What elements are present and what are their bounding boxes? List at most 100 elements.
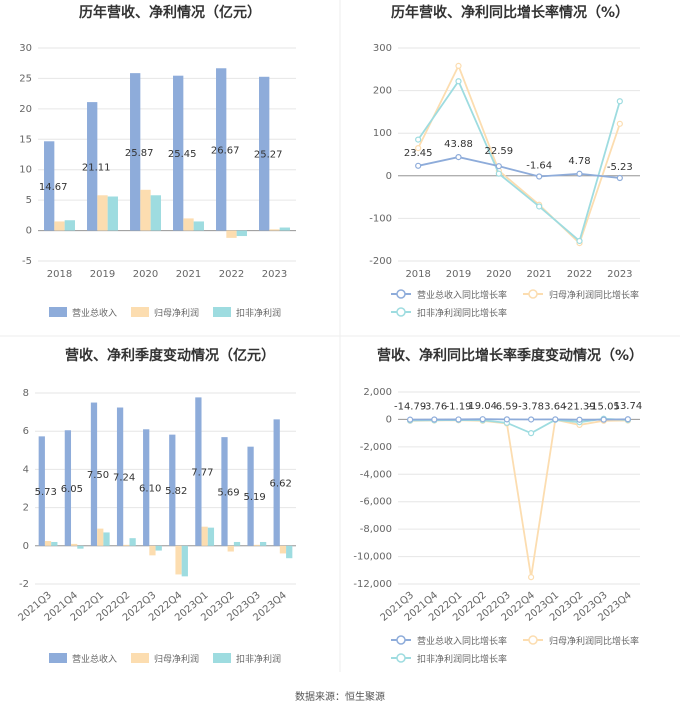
- data-point: [455, 78, 462, 85]
- bar: [107, 196, 118, 231]
- bar: [236, 230, 247, 237]
- bar: [226, 230, 237, 238]
- legend-marker: [528, 289, 538, 299]
- data-point: [415, 145, 422, 152]
- legend-label: 营业总收入: [72, 653, 117, 665]
- legend-marker: [396, 653, 406, 663]
- x-tick-label: 2021: [176, 269, 201, 280]
- x-tick-label: 2018: [47, 269, 72, 280]
- data-point: [455, 154, 462, 161]
- x-tick-label: 2020: [133, 269, 158, 280]
- data-point: [415, 162, 422, 169]
- bar: [38, 436, 45, 546]
- legend-swatch: [49, 307, 67, 317]
- legend-swatch: [213, 307, 231, 317]
- bar: [181, 545, 188, 577]
- bar-value-label: 14.67: [39, 182, 68, 193]
- y-tick-label: 200: [373, 86, 392, 97]
- line-value-label: -14.79: [394, 402, 426, 413]
- line-value-label: -3.78: [518, 401, 544, 412]
- data-point: [600, 416, 607, 423]
- bar: [195, 397, 202, 546]
- bar-value-label: 6.05: [61, 484, 83, 495]
- legend-marker: [396, 289, 406, 299]
- bar: [103, 532, 110, 546]
- bar: [169, 434, 176, 546]
- bar: [90, 402, 98, 546]
- series-line: [417, 156, 620, 179]
- y-tick-label: 30: [19, 43, 32, 54]
- bar: [97, 528, 104, 546]
- y-tick-label: 0: [386, 414, 392, 425]
- y-tick-label: 100: [373, 128, 392, 139]
- bar: [216, 68, 227, 231]
- annual-revenue-profit-chart: 历年营收、净利情况（亿元） -5 0 5 10 15 20 25 30 2018 2019 2020…: [19, 4, 296, 319]
- bar-value-label: 7.77: [191, 468, 213, 479]
- bar: [173, 75, 184, 231]
- bar: [130, 73, 141, 231]
- y-tick-label: -12,000: [353, 579, 392, 590]
- data-point: [624, 416, 632, 423]
- line-value-label: 6.59: [496, 401, 518, 412]
- bar-value-label: 5.82: [165, 486, 187, 497]
- bar: [286, 545, 293, 559]
- y-tick-label: 0: [26, 226, 32, 237]
- bar: [64, 430, 72, 546]
- bar-value-label: 7.50: [87, 470, 109, 481]
- chart-title: 营收、净利同比增长率季度变动情况（%）: [377, 347, 643, 364]
- line-value-label: -1.19: [446, 401, 472, 412]
- x-tick-label: 2023: [607, 269, 632, 280]
- bar: [207, 527, 215, 546]
- x-tick-label: 2019: [446, 269, 471, 280]
- data-point: [536, 173, 543, 180]
- legend-swatch: [213, 653, 231, 663]
- y-tick-label: 20: [19, 104, 32, 115]
- bar: [44, 141, 55, 231]
- y-tick-label: 5: [26, 195, 32, 206]
- bar-value-label: 26.67: [211, 145, 240, 156]
- x-tick-label: 2022: [219, 269, 244, 280]
- bar: [269, 229, 280, 231]
- x-tick-label: 2018: [405, 269, 430, 280]
- bar: [193, 221, 204, 231]
- line-value-label: -15.05: [588, 402, 620, 413]
- y-tick-label: -4,000: [360, 469, 392, 480]
- y-tick-label: 300: [373, 43, 392, 54]
- x-tick-label: 2023: [262, 269, 287, 280]
- legend-swatch: [131, 653, 149, 663]
- bar: [273, 419, 280, 546]
- bar: [233, 541, 241, 546]
- chart-title: 历年营收、净利同比增长率情况（%）: [391, 4, 629, 21]
- x-tick-label: 2022: [567, 269, 592, 280]
- bar: [140, 189, 151, 231]
- line-value-label: -1.64: [526, 160, 552, 171]
- bar-value-label: 21.11: [82, 162, 111, 173]
- y-tick-label: 4: [23, 464, 29, 475]
- bar: [143, 429, 150, 546]
- legend-label: 归母净利润同比增长率: [549, 289, 639, 301]
- data-point: [407, 416, 414, 423]
- data-point: [431, 416, 438, 423]
- bar: [221, 437, 228, 546]
- data-point: [527, 430, 535, 437]
- legend-marker: [528, 635, 538, 645]
- legend-label: 营业总收入同比增长率: [417, 289, 507, 301]
- bar: [97, 195, 108, 231]
- data-point: [527, 574, 535, 581]
- bar: [259, 541, 267, 546]
- bar-value-label: 5.19: [243, 492, 265, 503]
- line-value-label: -3.76: [421, 401, 447, 412]
- bar: [64, 220, 75, 231]
- bar: [51, 541, 58, 546]
- series-line: [410, 417, 628, 435]
- x-tick-label: 2021: [526, 269, 551, 280]
- y-tick-label: -5: [22, 256, 32, 267]
- legend-marker: [396, 307, 406, 317]
- bar-value-label: 25.27: [254, 150, 283, 161]
- bar-value-label: 6.62: [270, 479, 292, 490]
- bar: [175, 545, 182, 575]
- bar: [155, 545, 162, 551]
- line-value-label: -21.39: [563, 402, 595, 413]
- y-tick-label: 25: [19, 73, 32, 84]
